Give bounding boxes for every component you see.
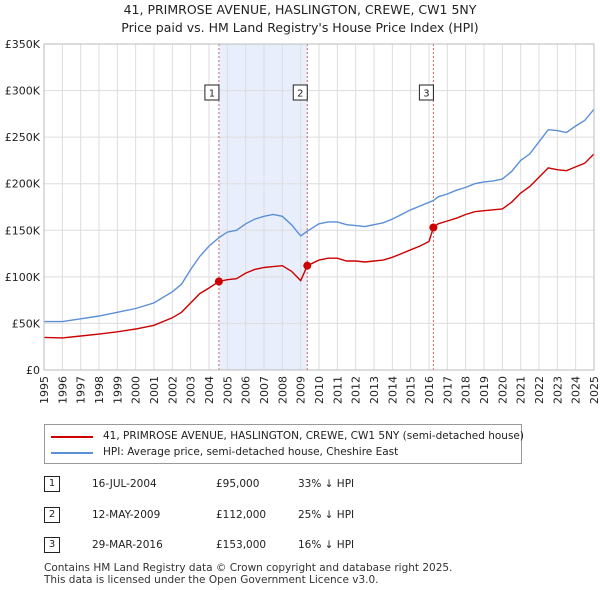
sale-label-box xyxy=(418,84,434,101)
y-tick-label: £0 xyxy=(26,364,40,377)
y-tick-label: £350K xyxy=(5,38,41,51)
x-tick-label: 2004 xyxy=(203,376,216,404)
x-tick-label: 2001 xyxy=(148,376,161,404)
legend-label-property: 41, PRIMROSE AVENUE, HASLINGTON, CREWE, … xyxy=(103,430,524,442)
sale-number-badge: 3 xyxy=(44,537,60,553)
x-tick-label: 2017 xyxy=(441,376,454,404)
sale-label-number: 1 xyxy=(209,89,215,100)
sale-date: 12-MAY-2009 xyxy=(92,509,161,521)
price-chart: £0 £50K £100K £150K £200K £250K £300K £350K 1995… xyxy=(5,38,600,404)
x-tick-label: 1996 xyxy=(56,376,69,404)
x-tick-label: 2007 xyxy=(258,376,271,404)
sale-row-1: 1 16-JUL-2004 £95,000 33% ↓ HPI xyxy=(44,476,404,494)
sale-hpi-diff: 33% ↓ HPI xyxy=(298,478,355,490)
x-tick-label: 2011 xyxy=(331,376,344,404)
legend-swatch-property xyxy=(51,436,93,438)
x-tick-label: 2020 xyxy=(496,376,509,404)
x-tick-label: 2016 xyxy=(423,376,436,404)
x-tick-label: 2013 xyxy=(368,376,381,404)
x-tick-label: 1998 xyxy=(93,376,106,404)
sale-row-3: 3 29-MAR-2016 £153,000 16% ↓ HPI xyxy=(44,537,404,555)
sale-number-badge: 1 xyxy=(44,476,60,492)
x-tick-label: 1995 xyxy=(38,376,51,404)
sale-label-number: 2 xyxy=(297,89,303,100)
footer-copyright: Contains HM Land Registry data © Crown c… xyxy=(44,562,453,574)
sale-label-number: 3 xyxy=(423,89,429,100)
x-tick-label: 1999 xyxy=(111,376,124,404)
x-tick-label: 2008 xyxy=(276,376,289,404)
x-tick-label: 2006 xyxy=(240,376,253,404)
y-tick-label: £150K xyxy=(5,224,41,237)
property-price-line xyxy=(43,153,595,339)
x-tick-label: 2015 xyxy=(405,376,418,404)
x-tick-label: 2018 xyxy=(460,376,473,404)
sale-point xyxy=(429,223,438,232)
y-tick-label: £300K xyxy=(5,85,41,98)
y-tick-label: £50K xyxy=(12,317,41,330)
x-tick-label: 2002 xyxy=(166,376,179,404)
x-tick-label: 2021 xyxy=(515,376,528,404)
x-tick-label: 2005 xyxy=(221,376,234,404)
x-tick-label: 2010 xyxy=(313,376,326,404)
y-tick-label: £250K xyxy=(5,131,41,144)
x-tick-label: 2014 xyxy=(386,376,399,404)
sale-label-box xyxy=(204,84,220,101)
legend-label-hpi: HPI: Average price, semi-detached house,… xyxy=(103,446,399,458)
sale-point xyxy=(303,261,312,270)
sale-point xyxy=(214,277,223,286)
sale-hpi-diff: 16% ↓ HPI xyxy=(298,539,355,551)
x-tick-label: 1997 xyxy=(75,376,88,404)
x-tick-label: 2009 xyxy=(295,376,308,404)
y-tick-label: £100K xyxy=(5,271,41,284)
hpi-line xyxy=(44,108,595,323)
x-tick-label: 2019 xyxy=(478,376,491,404)
y-tick-label: £200K xyxy=(5,178,41,191)
footer-licence: This data is licensed under the Open Gov… xyxy=(44,574,379,586)
sale-date: 16-JUL-2004 xyxy=(92,478,157,490)
sale-price: £153,000 xyxy=(216,539,267,551)
x-tick-label: 2022 xyxy=(533,376,546,404)
chart-legend: 41, PRIMROSE AVENUE, HASLINGTON, CREWE, … xyxy=(44,424,524,464)
x-tick-label: 2003 xyxy=(185,376,198,404)
sale-label-box xyxy=(292,84,308,101)
sale-row-2: 2 12-MAY-2009 £112,000 25% ↓ HPI xyxy=(44,507,404,525)
x-tick-label: 2024 xyxy=(570,376,583,404)
sale-hpi-diff: 25% ↓ HPI xyxy=(298,509,355,521)
sale-number-badge: 2 xyxy=(44,507,60,523)
chart-title: 41, PRIMROSE AVENUE, HASLINGTON, CREWE, … xyxy=(123,2,477,17)
sale-date: 29-MAR-2016 xyxy=(92,539,163,551)
shaded-region xyxy=(218,44,308,370)
x-tick-label: 2023 xyxy=(551,376,564,404)
chart-subtitle: Price paid vs. HM Land Registry's House … xyxy=(121,20,479,35)
sale-price: £112,000 xyxy=(216,509,267,521)
sale-price: £95,000 xyxy=(216,478,260,490)
x-tick-label: 2025 xyxy=(588,376,600,404)
x-tick-label: 2000 xyxy=(130,376,143,404)
x-tick-label: 2012 xyxy=(350,376,363,404)
legend-swatch-hpi xyxy=(51,452,93,454)
plot-frame xyxy=(43,43,595,371)
